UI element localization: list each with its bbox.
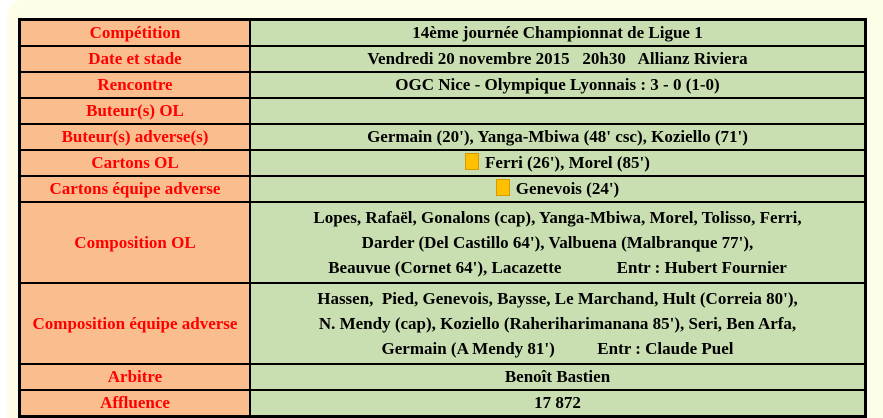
page-background: Compétition 14ème journée Championnat de… [7, 0, 883, 418]
table-row-affluence: Affluence 17 872 [18, 389, 867, 418]
cartons-adverse-text: Genevois (24') [515, 179, 620, 198]
value-competition: 14ème journée Championnat de Ligue 1 [249, 18, 867, 47]
table-row-cartons-adverse: Cartons équipe adverse Genevois (24') [18, 175, 867, 203]
composition-adverse-line: N. Mendy (cap), Koziello (Raheriharimana… [318, 314, 797, 333]
cartons-ol-text: Ferri (26'), Morel (85') [485, 153, 650, 172]
label-affluence: Affluence [18, 389, 251, 418]
label-date-stade: Date et stade [18, 45, 251, 73]
label-rencontre: Rencontre [18, 71, 251, 99]
label-competition: Compétition [18, 18, 251, 47]
composition-ol-line: Beauvue (Cornet 64'), Lacazette Entr : H… [328, 258, 787, 277]
value-buteurs-ol [249, 97, 867, 125]
label-buteurs-adverse: Buteur(s) adverse(s) [18, 123, 251, 151]
match-info-table: Compétition 14ème journée Championnat de… [18, 18, 867, 418]
value-date-stade: Vendredi 20 novembre 2015 20h30 Allianz … [249, 45, 867, 73]
value-cartons-ol: Ferri (26'), Morel (85') [249, 149, 867, 177]
label-cartons-adverse: Cartons équipe adverse [18, 175, 251, 203]
value-composition-ol: Lopes, Rafaël, Gonalons (cap), Yanga-Mbi… [249, 201, 867, 284]
yellow-card-icon [495, 179, 510, 196]
table-row-rencontre: Rencontre OGC Nice - Olympique Lyonnais … [18, 71, 867, 99]
label-cartons-ol: Cartons OL [18, 149, 251, 177]
value-composition-adverse: Hassen, Pied, Genevois, Baysse, Le March… [249, 282, 867, 365]
table-row-cartons-ol: Cartons OL Ferri (26'), Morel (85') [18, 149, 867, 177]
composition-adverse-line: Germain (A Mendy 81') Entr : Claude Puel [381, 339, 734, 358]
table-row-buteurs-adverse: Buteur(s) adverse(s) Germain (20'), Yang… [18, 123, 867, 151]
table-row-arbitre: Arbitre Benoît Bastien [18, 363, 867, 391]
composition-ol-line: Darder (Del Castillo 64'), Valbuena (Mal… [361, 233, 754, 252]
label-buteurs-ol: Buteur(s) OL [18, 97, 251, 125]
value-buteurs-adverse: Germain (20'), Yanga-Mbiwa (48' csc), Ko… [249, 123, 867, 151]
label-composition-ol: Composition OL [18, 201, 251, 284]
value-affluence: 17 872 [249, 389, 867, 418]
table-row-buteurs-ol: Buteur(s) OL [18, 97, 867, 125]
composition-ol-line: Lopes, Rafaël, Gonalons (cap), Yanga-Mbi… [313, 208, 802, 227]
table-row-competition: Compétition 14ème journée Championnat de… [18, 18, 867, 47]
composition-adverse-line: Hassen, Pied, Genevois, Baysse, Le March… [317, 289, 798, 308]
table-row-composition-ol: Composition OL Lopes, Rafaël, Gonalons (… [18, 201, 867, 284]
label-arbitre: Arbitre [18, 363, 251, 391]
yellow-card-icon [465, 153, 480, 170]
table-row-date-stade: Date et stade Vendredi 20 novembre 2015 … [18, 45, 867, 73]
value-cartons-adverse: Genevois (24') [249, 175, 867, 203]
value-rencontre: OGC Nice - Olympique Lyonnais : 3 - 0 (1… [249, 71, 867, 99]
value-arbitre: Benoît Bastien [249, 363, 867, 391]
table-row-composition-adverse: Composition équipe adverse Hassen, Pied,… [18, 282, 867, 365]
label-composition-adverse: Composition équipe adverse [18, 282, 251, 365]
